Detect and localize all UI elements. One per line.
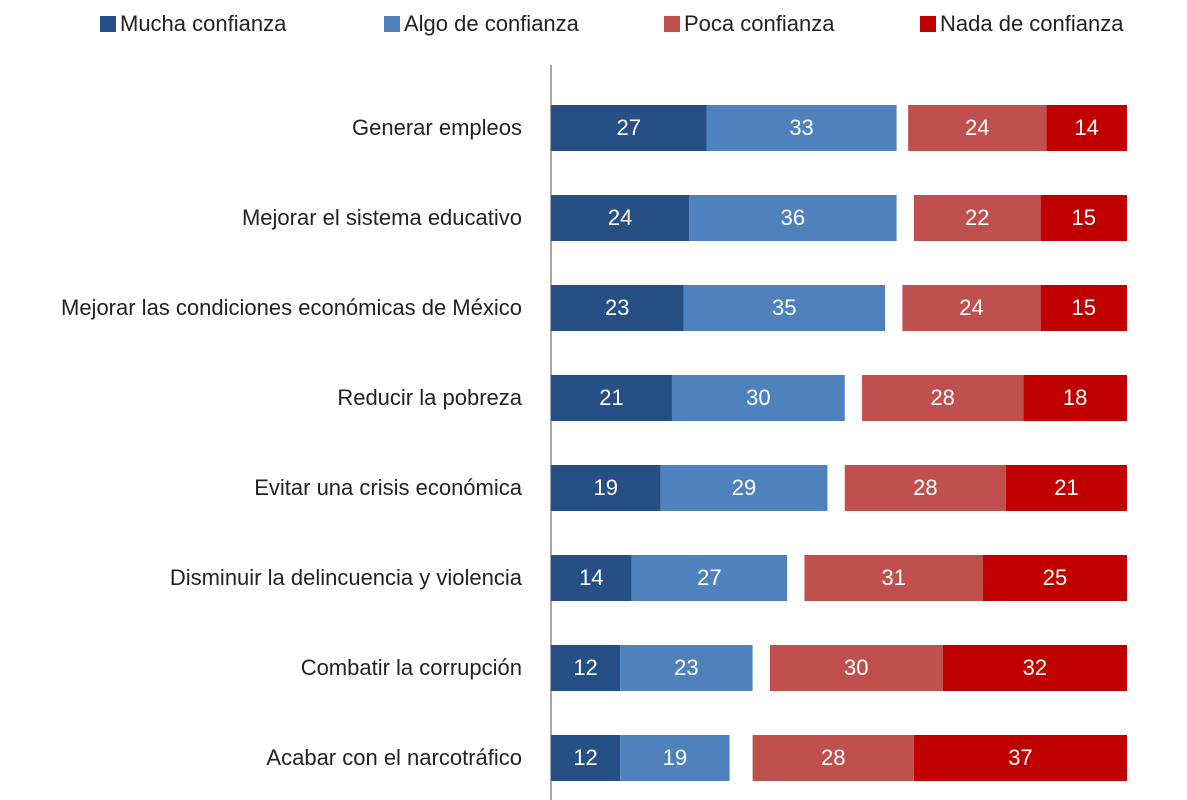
legend-swatch: [664, 16, 680, 32]
bar-segment: [551, 105, 707, 151]
data-label: 25: [1043, 565, 1067, 590]
legend-label: Algo de confianza: [404, 11, 580, 36]
data-label: 24: [959, 295, 983, 320]
legend-label: Mucha confianza: [120, 11, 287, 36]
data-label: 19: [663, 745, 687, 770]
bar-segment: [1040, 195, 1127, 241]
data-label: 32: [1023, 655, 1047, 680]
data-label: 22: [965, 205, 989, 230]
data-label: 35: [772, 295, 796, 320]
bar-segment: [631, 555, 788, 601]
data-label: 21: [1054, 475, 1078, 500]
bar-segment: [620, 735, 730, 781]
bar-segment: [683, 285, 886, 331]
bar-segment: [551, 735, 621, 781]
bar-segment: [913, 735, 1127, 781]
data-label: 15: [1072, 205, 1096, 230]
bar-segment: [908, 105, 1047, 151]
data-label: 14: [1074, 115, 1098, 140]
legend-swatch: [100, 16, 116, 32]
bar-segment: [551, 465, 661, 511]
data-label: 15: [1072, 295, 1096, 320]
data-label: 31: [881, 565, 905, 590]
bar-segment: [1006, 465, 1127, 511]
legend-label: Nada de confianza: [940, 11, 1124, 36]
data-label: 12: [573, 745, 597, 770]
data-label: 27: [697, 565, 721, 590]
data-label: 27: [617, 115, 641, 140]
category-label-box: Mejorar las condiciones económicas de Mé…: [0, 263, 522, 353]
data-label: 29: [732, 475, 756, 500]
data-label: 28: [821, 745, 845, 770]
category-label: Evitar una crisis económica: [254, 475, 522, 500]
bar-segment: [689, 195, 897, 241]
data-label: 28: [913, 475, 937, 500]
data-label: 28: [930, 385, 954, 410]
bar-segment: [862, 375, 1024, 421]
data-label: 30: [844, 655, 868, 680]
data-label: 30: [746, 385, 770, 410]
bar-segment: [551, 375, 672, 421]
bar-segment: [671, 375, 845, 421]
bar-segment: [804, 555, 983, 601]
bar-segment: [551, 555, 632, 601]
bar-segment: [551, 285, 684, 331]
bar-segment: [844, 465, 1007, 511]
category-label-box: Acabar con el narcotráfico: [0, 713, 522, 800]
bar-segment: [983, 555, 1127, 601]
data-label: 23: [605, 295, 629, 320]
legend-swatch: [384, 16, 400, 32]
data-label: 14: [579, 565, 603, 590]
category-label-box: Reducir la pobreza: [0, 353, 522, 443]
category-label-box: Generar empleos: [0, 83, 522, 173]
bar-segment: [706, 105, 897, 151]
bar-segment: [1023, 375, 1127, 421]
data-label: 18: [1063, 385, 1087, 410]
bar-segment: [942, 645, 1127, 691]
category-label: Acabar con el narcotráfico: [266, 745, 522, 770]
bar-segment: [551, 645, 621, 691]
bar-segment: [913, 195, 1041, 241]
category-label: Mejorar el sistema educativo: [241, 205, 522, 230]
bar-segment: [660, 465, 828, 511]
category-label-box: Combatir la corrupción: [0, 623, 522, 713]
category-label: Mejorar las condiciones económicas de Mé…: [61, 295, 522, 320]
data-label: 36: [781, 205, 805, 230]
legend-swatch: [920, 16, 936, 32]
category-label: Generar empleos: [352, 115, 522, 140]
bar-segment: [902, 285, 1041, 331]
bar-segment: [752, 735, 914, 781]
data-label: 33: [789, 115, 813, 140]
bar-segment: [551, 195, 690, 241]
data-label: 37: [1008, 745, 1032, 770]
category-label-box: Evitar una crisis económica: [0, 443, 522, 533]
data-label: 23: [674, 655, 698, 680]
bar-segment: [620, 645, 753, 691]
bar-segment: [1040, 285, 1127, 331]
category-label: Reducir la pobreza: [337, 385, 522, 410]
category-label: Combatir la corrupción: [300, 655, 522, 680]
data-label: 21: [599, 385, 623, 410]
bar-segment: [1046, 105, 1127, 151]
data-label: 12: [573, 655, 597, 680]
category-label-box: Mejorar el sistema educativo: [0, 173, 522, 263]
legend-label: Poca confianza: [684, 11, 835, 36]
data-label: 24: [608, 205, 632, 230]
bar-segment: [769, 645, 943, 691]
category-label-box: Disminuir la delincuencia y violencia: [0, 533, 522, 623]
data-label: 19: [593, 475, 617, 500]
data-label: 24: [965, 115, 989, 140]
category-label: Disminuir la delincuencia y violencia: [169, 565, 522, 590]
